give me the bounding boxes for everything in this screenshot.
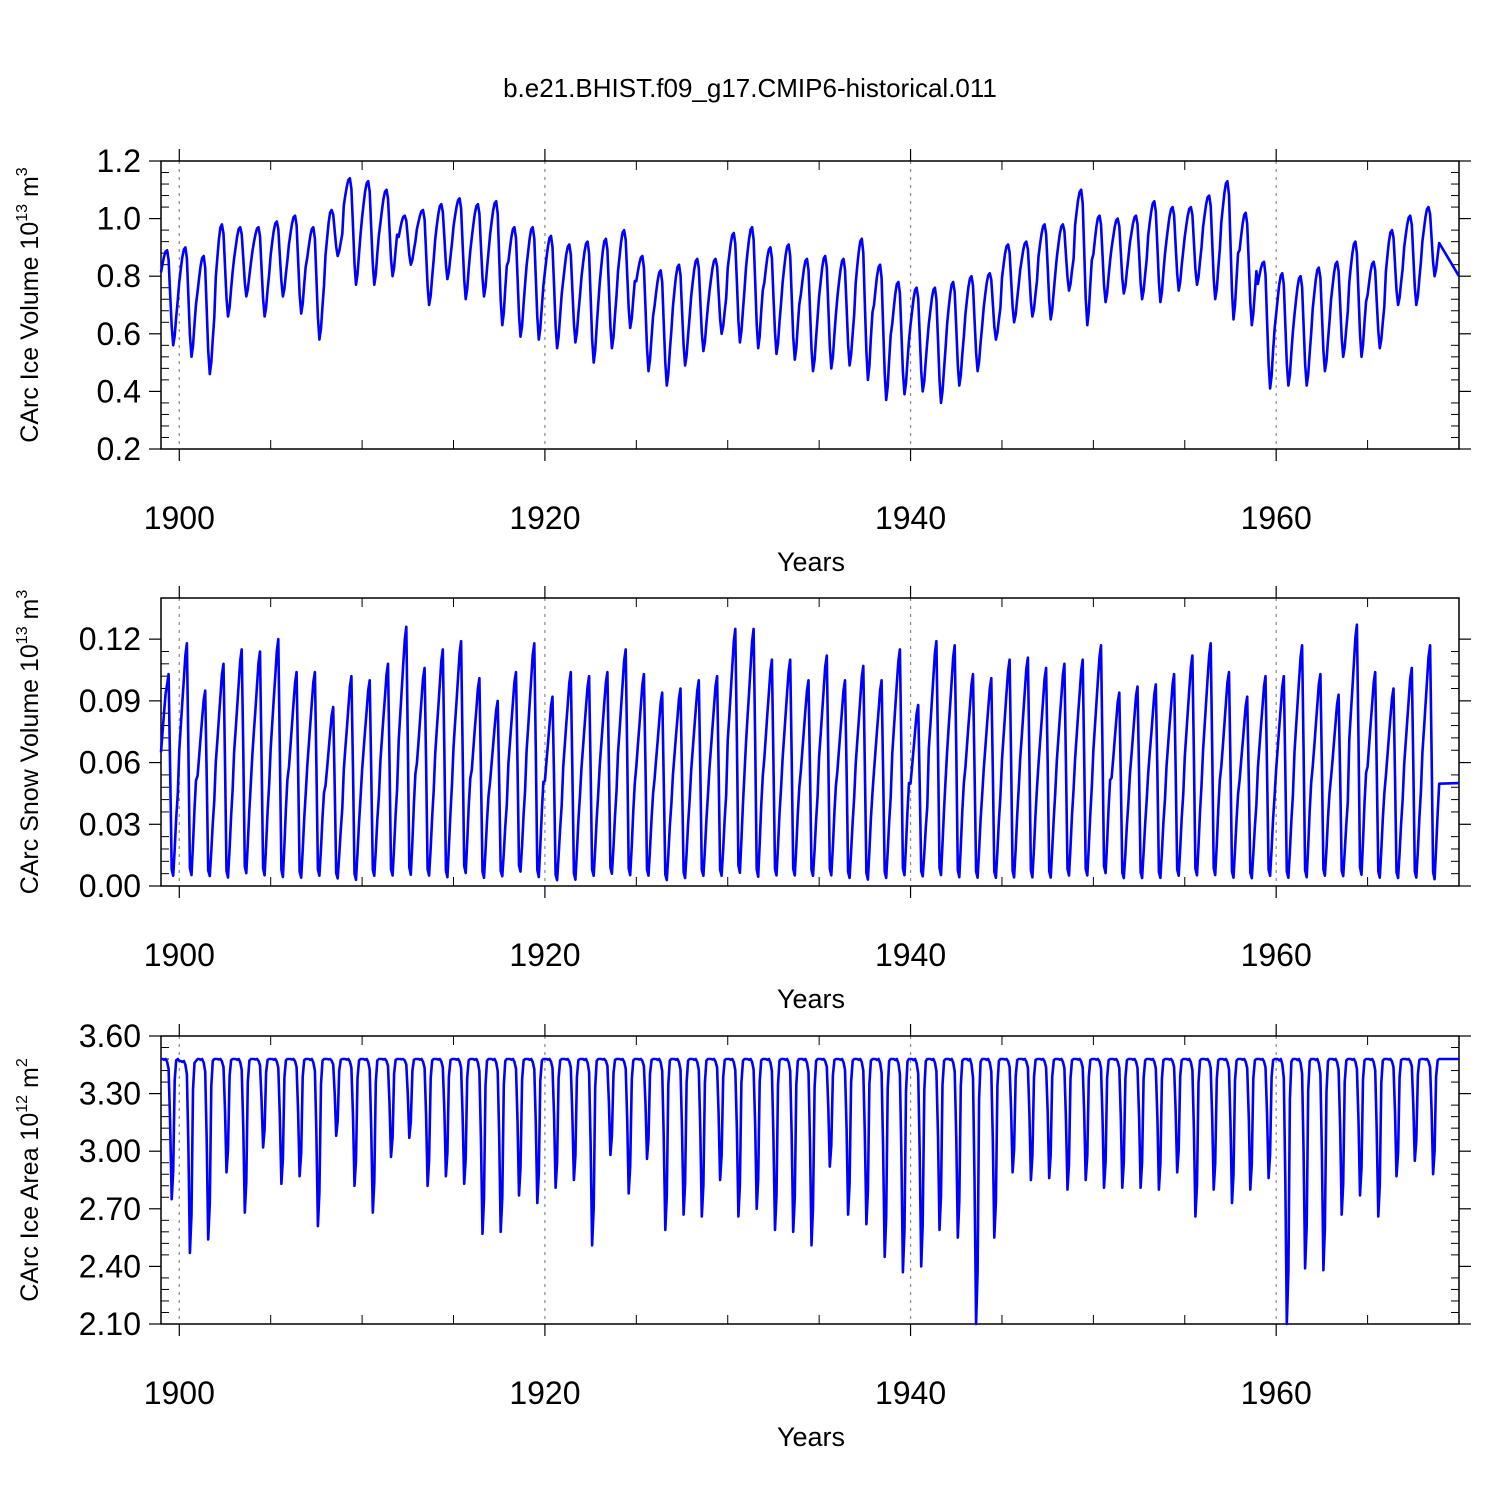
ice-area-xtick-label-1940: 1940 [875, 1375, 946, 1411]
snow-volume-y-axis-label: CArc Snow Volume 1013 m3 [14, 590, 44, 895]
ice-volume-xtick-label-1960: 1960 [1241, 500, 1312, 536]
ice-volume-ytick-label-1: 0.4 [97, 373, 141, 409]
figure-title: b.e21.BHIST.f09_g17.CMIP6-historical.011 [503, 73, 997, 103]
ice-area-xtick-label-1960: 1960 [1241, 1375, 1312, 1411]
ice-volume-panel: 1900 1920 1940 1960 Years 0.2 0.4 0.6 0.8 1.0 1.2 C… [14, 143, 1471, 577]
ice-volume-x-axis-label: Years [777, 547, 845, 577]
ice-volume-plot-frame [160, 160, 1460, 450]
ice-area-plot-frame [160, 1035, 1460, 1325]
ice-volume-xtick-label-1900: 1900 [144, 500, 215, 536]
ice-volume-y-axis-label: CArc Ice Volume 1013 m3 [14, 167, 44, 443]
ice-volume-xtick-label-1920: 1920 [509, 500, 580, 536]
snow-volume-ytick-label-2: 0.06 [79, 745, 141, 781]
ice-area-ytick-label-2: 2.70 [79, 1191, 141, 1227]
ice-volume-ytick-label-5: 1.2 [97, 143, 141, 179]
ice-area-ytick-label-5: 3.60 [79, 1018, 141, 1054]
ice-volume-ytick-label-2: 0.6 [97, 316, 141, 352]
snow-volume-series-line [159, 623, 1460, 882]
ice-volume-series-line [159, 177, 1461, 405]
snow-volume-ytick-label-0: 0.00 [79, 868, 141, 904]
ice-area-y-axis-label: CArc Ice Area 1012 m2 [14, 1058, 44, 1302]
ice-area-panel: 1900 1920 1940 1960 Years 2.10 2.40 2.70 3.00 3.3… [14, 1018, 1471, 1452]
ice-area-xtick-label-1920: 1920 [509, 1375, 580, 1411]
ice-area-ytick-label-4: 3.30 [79, 1076, 141, 1112]
ice-volume-ytick-label-4: 1.0 [97, 201, 141, 237]
ice-volume-xtick-label-1940: 1940 [875, 500, 946, 536]
snow-volume-xtick-label-1940: 1940 [875, 937, 946, 973]
ice-area-ytick-label-1: 2.40 [79, 1248, 141, 1284]
ice-volume-ytick-label-0: 0.2 [97, 431, 141, 467]
ice-area-x-axis-label: Years [777, 1422, 845, 1452]
snow-volume-xtick-label-1920: 1920 [509, 937, 580, 973]
ice-area-ytick-label-0: 2.10 [79, 1306, 141, 1342]
snow-volume-xtick-label-1900: 1900 [144, 937, 215, 973]
snow-volume-ytick-label-3: 0.09 [79, 683, 141, 719]
snow-volume-xtick-label-1960: 1960 [1241, 937, 1312, 973]
snow-volume-panel: 1900 1920 1940 1960 Years 0.00 0.03 0.06 0.09 0.1… [14, 586, 1471, 1014]
snow-volume-ytick-label-1: 0.03 [79, 806, 141, 842]
ice-area-series-line [161, 1057, 1459, 1326]
snow-volume-ytick-label-4: 0.12 [79, 621, 141, 657]
ice-volume-ytick-label-3: 0.8 [97, 258, 141, 294]
ice-area-xtick-label-1900: 1900 [144, 1375, 215, 1411]
snow-volume-x-axis-label: Years [777, 984, 845, 1014]
ice-area-ytick-label-3: 3.00 [79, 1133, 141, 1169]
